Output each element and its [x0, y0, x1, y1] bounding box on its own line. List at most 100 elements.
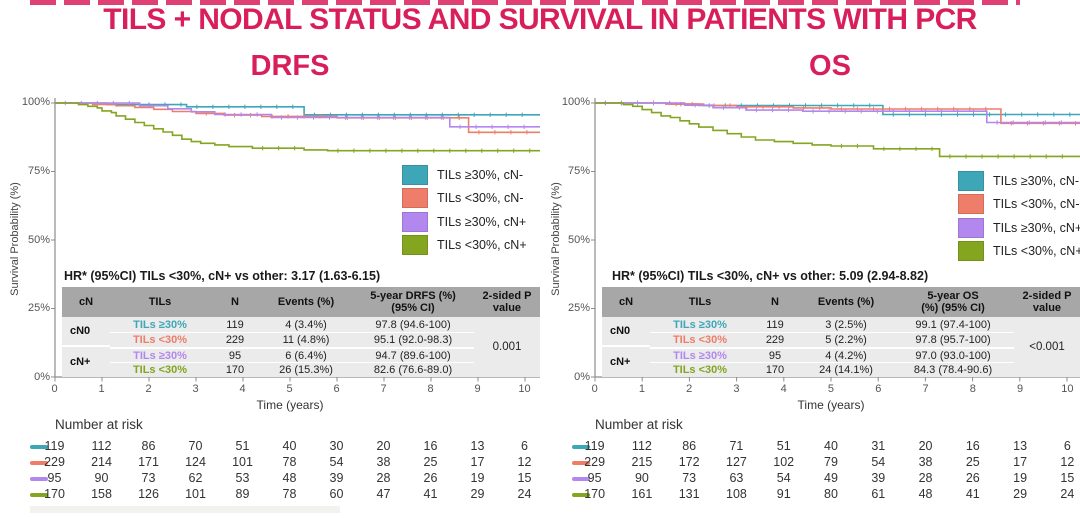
risk-count: 78 [282, 487, 297, 501]
risk-count: 26 [965, 471, 980, 485]
risk-count: 158 [91, 487, 112, 501]
cell-outcome: 82.6 (76.6-89.0) [352, 362, 474, 377]
risk-count: 86 [682, 439, 697, 453]
risk-count: 108 [726, 487, 747, 501]
km-curve-purple [595, 102, 1080, 124]
legend-item: TILs <30%, cN- [402, 187, 527, 211]
risk-count: 12 [517, 455, 532, 469]
risk-count: 73 [141, 471, 156, 485]
cell-n: 170 [750, 362, 800, 377]
cell-cn0: cN0 [602, 317, 650, 347]
col-header-outcome: 5-year DRFS (%) (95% CI) [352, 287, 474, 317]
panel-title-os: OS [809, 50, 851, 82]
risk-count: 39 [871, 471, 886, 485]
risk-count: 70 [188, 439, 203, 453]
risk-count: 38 [918, 455, 933, 469]
legend-label: TILs <30%, cN+ [437, 238, 527, 253]
legend-swatch-teal [958, 170, 984, 191]
risk-count: 26 [423, 471, 438, 485]
col-header-events: Events (%) [800, 287, 892, 317]
risk-count: 119 [44, 439, 65, 453]
risk-counts-row: 229 214 171 124 101 78 54 38 25 17 12 [31, 455, 548, 469]
cell-n: 229 [210, 332, 260, 347]
legend-item: TILs ≥30%, cN+ [402, 210, 527, 234]
x-tick-label: 8 [969, 383, 976, 395]
risk-count: 229 [44, 455, 65, 469]
risk-count: 102 [773, 455, 795, 469]
x-tick-label: 4 [239, 383, 246, 395]
col-header-outcome: 5-year OS (%) (95% CI) [892, 287, 1014, 317]
x-tick-label: 7 [380, 383, 387, 395]
number-at-risk-header-os: Number at risk [595, 417, 683, 432]
col-header-n: N [750, 287, 800, 317]
risk-count: 71 [729, 439, 744, 453]
y-tick-label: 0% [574, 371, 590, 383]
risk-count: 214 [91, 455, 112, 469]
risk-count: 91 [776, 487, 791, 501]
x-tick-label: 3 [192, 383, 199, 395]
legend-item: TILs ≥30%, cN+ [958, 216, 1080, 240]
x-axis-title-os: Time (years) [797, 398, 865, 412]
risk-count: 126 [138, 487, 159, 501]
risk-count: 112 [91, 439, 112, 453]
col-header-cn: cN [62, 287, 110, 317]
cell-tils: TILs ≥30% [110, 317, 210, 332]
legend-drfs: TILs ≥30%, cN- TILs <30%, cN- TILs ≥30%,… [402, 163, 527, 257]
risk-count: 62 [188, 471, 203, 485]
risk-count: 119 [584, 439, 605, 453]
x-tick-label: 5 [286, 383, 293, 395]
risk-count: 28 [918, 471, 933, 485]
hazard-ratio-text-drfs: HR* (95%CI) TILs <30%, cN+ vs other: 3.1… [64, 269, 381, 283]
cell-outcome: 95.1 (92.0-98.3) [352, 332, 474, 347]
legend-label: TILs ≥30%, cN- [437, 167, 524, 182]
cell-tils: TILs <30% [650, 362, 750, 377]
risk-count: 90 [634, 471, 649, 485]
y-tick-label: 100% [561, 96, 590, 108]
risk-count: 24 [1060, 487, 1075, 501]
cell-events: 6 (6.4%) [260, 347, 352, 362]
risk-row-marker-salmon [572, 461, 590, 465]
risk-count: 112 [631, 439, 652, 453]
cell-cnplus: cN+ [62, 347, 110, 377]
risk-row-marker-purple [572, 477, 590, 481]
y-axis-title-os: Survival Probability (%) [550, 182, 562, 296]
km-curve-teal [55, 102, 540, 116]
risk-count: 48 [918, 487, 933, 501]
legend-item: TILs ≥30%, cN- [958, 169, 1080, 193]
risk-count: 131 [678, 487, 700, 501]
y-tick-label: 100% [21, 96, 50, 108]
cell-tils: TILs ≥30% [650, 347, 750, 362]
y-axis-ticks-drfs: 100% 75% 50% 25% 0% [14, 96, 50, 384]
cell-tils: TILs ≥30% [650, 317, 750, 332]
risk-count: 101 [232, 455, 253, 469]
x-tick-label: 6 [333, 383, 340, 395]
risk-count: 60 [329, 487, 344, 501]
y-tick-label: 25% [567, 302, 590, 315]
legend-swatch-salmon [402, 188, 428, 209]
risk-count: 47 [376, 487, 391, 501]
risk-count: 61 [871, 487, 886, 501]
risk-count: 95 [587, 471, 602, 485]
risk-count: 54 [776, 471, 791, 485]
cell-events: 3 (2.5%) [800, 317, 892, 332]
risk-count: 73 [682, 471, 697, 485]
risk-count: 31 [871, 439, 886, 453]
legend-swatch-purple [958, 217, 984, 238]
legend-swatch-green [958, 241, 984, 262]
x-tick-label: 6 [875, 383, 882, 395]
footnote-remnant [30, 506, 340, 513]
legend-item: TILs <30%, cN+ [402, 234, 527, 258]
cell-pvalue: 0.001 [474, 317, 540, 377]
x-tick-label: 10 [1061, 383, 1074, 395]
cell-events: 5 (2.2%) [800, 332, 892, 347]
hazard-ratio-text-os: HR* (95%CI) TILs <30%, cN+ vs other: 5.0… [612, 269, 929, 283]
risk-count: 127 [726, 455, 747, 469]
risk-count: 63 [729, 471, 744, 485]
cell-cn0: cN0 [62, 317, 110, 347]
risk-count: 89 [235, 487, 250, 501]
cell-outcome: 97.0 (93.0-100) [892, 347, 1014, 362]
col-header-cn: cN [602, 287, 650, 317]
x-tick-label: 4 [780, 383, 787, 395]
risk-counts-row: 95 90 73 63 54 49 39 28 26 19 15 [571, 471, 1080, 485]
